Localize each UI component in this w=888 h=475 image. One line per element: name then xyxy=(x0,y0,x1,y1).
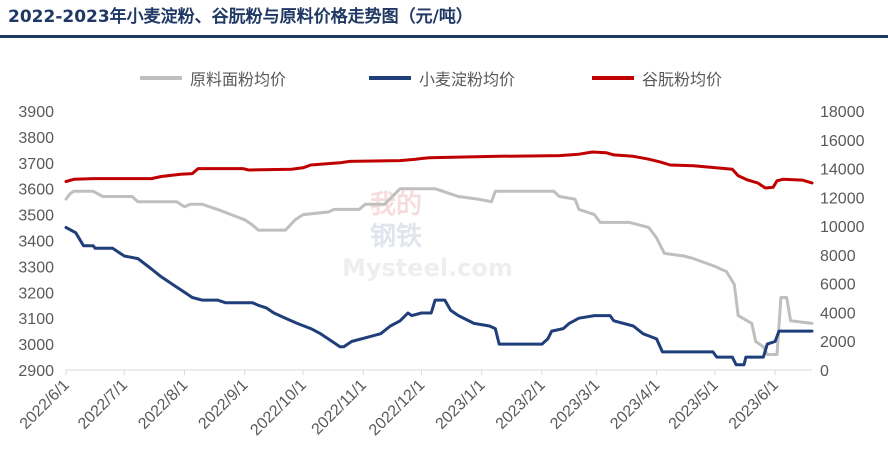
y-left-tick-label: 3000 xyxy=(18,337,54,354)
legend-label-flour: 原料面粉均价 xyxy=(190,70,287,89)
y-left-tick-label: 3600 xyxy=(18,182,54,199)
watermark-text-2: 钢铁 xyxy=(370,221,422,252)
legend-item-gluten: 谷朊粉均价 xyxy=(592,64,722,92)
legend-item-starch: 小麦淀粉均价 xyxy=(369,64,515,92)
legend-label-gluten: 谷朊粉均价 xyxy=(642,70,723,89)
x-axis: 2022/6/1 2022/7/1 2022/8/1 2022/9/12022/10/… xyxy=(17,370,782,439)
x-tick-label: 2023/5/1 xyxy=(666,377,722,433)
x-tick-label: 2022/7/1 xyxy=(75,377,131,433)
x-tick-label: 2022/8/1 xyxy=(135,377,191,433)
watermark-text-3: Mysteel.com xyxy=(342,254,513,282)
y-axis-right: 0 2000 4000 6000 8000 10000 12000 14000 16000 180… xyxy=(820,104,865,380)
x-tick-label: 2023/3/1 xyxy=(547,377,603,433)
legend-item-flour: 原料面粉均价 xyxy=(140,64,286,92)
series-layer xyxy=(64,150,814,367)
y-left-tick-label: 3700 xyxy=(18,156,54,173)
legend: 原料面粉均价 小麦淀粉均价 谷朊粉均价 xyxy=(0,64,888,92)
y-right-tick-label: 14000 xyxy=(820,162,865,179)
y-axis-left: 2900 3000 3100 3200 3300 3400 3500 3600 3700 3800… xyxy=(18,104,54,380)
y-left-tick-label: 2900 xyxy=(18,363,54,380)
y-right-tick-label: 0 xyxy=(820,363,829,380)
legend-swatch-starch xyxy=(369,76,411,80)
legend-swatch-gluten xyxy=(592,76,634,80)
x-tick-label: 2022/6/1 xyxy=(17,377,73,433)
y-right-tick-label: 16000 xyxy=(820,133,865,150)
y-right-tick-label: 12000 xyxy=(820,190,865,207)
y-left-tick-label: 3300 xyxy=(18,259,54,276)
y-left-tick-label: 3400 xyxy=(18,234,54,251)
legend-label-starch: 小麦淀粉均价 xyxy=(419,70,516,89)
y-left-tick-label: 3100 xyxy=(18,311,54,328)
title-underline xyxy=(0,35,888,38)
y-left-tick-label: 3200 xyxy=(18,285,54,302)
legend-swatch-flour xyxy=(140,76,182,80)
y-right-tick-label: 4000 xyxy=(820,305,856,322)
y-right-tick-label: 10000 xyxy=(820,219,865,236)
chart-title: 2022-2023年小麦淀粉、谷朊粉与原料价格走势图（元/吨） xyxy=(8,7,473,27)
y-right-tick-label: 8000 xyxy=(820,248,856,265)
x-tick-label: 2022/12/1 xyxy=(366,377,428,439)
x-tick-label: 2022/10/1 xyxy=(247,377,309,439)
y-right-tick-label: 18000 xyxy=(820,104,865,121)
watermark: 我的 钢铁 Mysteel.com xyxy=(342,189,513,282)
y-right-tick-label: 6000 xyxy=(820,277,856,294)
y-left-tick-label: 3500 xyxy=(18,208,54,225)
x-tick-label: 2023/6/1 xyxy=(726,377,782,433)
y-left-tick-label: 3900 xyxy=(18,104,54,121)
x-tick-label: 2023/2/1 xyxy=(493,377,549,433)
x-tick-label: 2022/11/1 xyxy=(309,377,371,439)
y-left-tick-label: 3800 xyxy=(18,130,54,147)
y-right-tick-label: 2000 xyxy=(820,334,856,351)
x-tick-label: 2022/9/1 xyxy=(195,377,251,433)
series-line-flour xyxy=(64,187,814,356)
series-line-starch xyxy=(64,226,814,367)
series-line-gluten xyxy=(64,150,814,190)
x-tick-label: 2023/1/1 xyxy=(433,377,489,433)
x-tick-label: 2023/4/1 xyxy=(607,377,663,433)
